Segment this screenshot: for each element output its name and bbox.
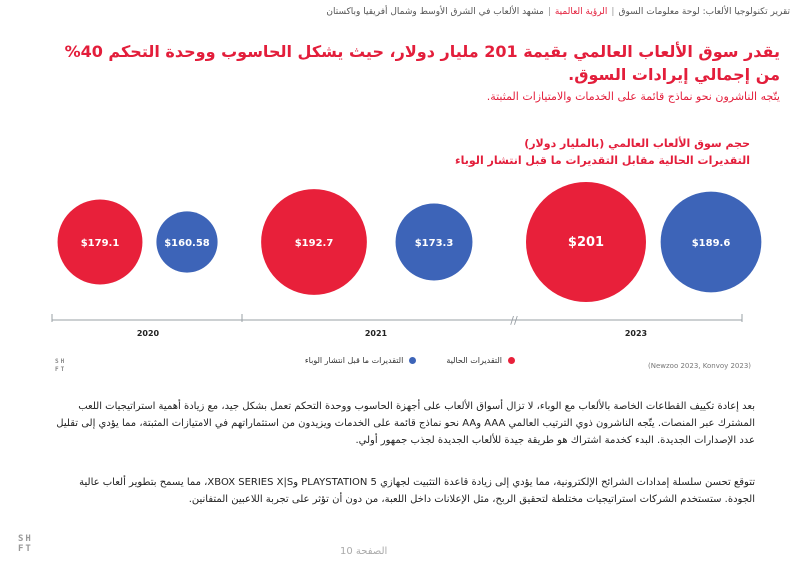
page-subheadline: يتّجه الناشرون نحو نماذج قائمة على الخدم… [486, 90, 780, 103]
body-paragraph-1: بعد إعادة تكييف القطاعات الخاصة بالألعاب… [56, 401, 755, 446]
shft-logo: SH FT [18, 534, 33, 554]
breadcrumb: تقرير تكنولوجيا الألعاب: لوحة معلومات ال… [90, 7, 790, 17]
page-headline: يقدر سوق الألعاب العالمي بقيمة 201 مليار… [64, 42, 780, 84]
bubble-current-2023 [526, 182, 646, 302]
legend-item-current: التقديرات الحالية [446, 356, 515, 365]
legend-label-pre-pandemic: التقديرات ما قبل انتشار الوباء [304, 355, 404, 365]
bubble-label-pre-pandemic-2020: $160.58 [164, 238, 210, 249]
breadcrumb-scene[interactable]: مشهد الألعاب في الشرق الأوسط وشمال أفريق… [326, 7, 544, 17]
breadcrumb-separator: | [547, 7, 551, 17]
legend-dot-current [508, 356, 515, 364]
bubble-label-current-2021: $192.7 [295, 238, 334, 249]
body-paragraph-2: تتوقع تحسن سلسلة إمدادات الشرائح الإلكتر… [79, 477, 755, 505]
bubble-chart: $179.1 $160.58 $192.7 $173.3 $201 $189.6 // 202… [51, 182, 762, 338]
chart-legend: التقديرات الحالية التقديرات ما قبل انتشا… [285, 353, 515, 367]
bubble-pre-pandemic-2023 [660, 191, 762, 293]
x-axis-label-2021: 2021 [365, 329, 388, 338]
bubble-label-pre-pandemic-2021: $173.3 [415, 238, 454, 249]
page-number: الصفحة 10 [340, 546, 387, 557]
chart-title-line1: حجم سوق الألعاب العالمي (بالمليار دولار) [524, 137, 750, 150]
x-axis-label-2023: 2023 [625, 329, 647, 338]
legend-label-current: التقديرات الحالية [446, 355, 502, 365]
bubble-label-current-2023: $201 [568, 235, 604, 250]
legend-dot-pre-pandemic [409, 356, 417, 364]
breadcrumb-section[interactable]: الرؤية العالمية [554, 7, 608, 17]
bubble-pre-pandemic-2020 [156, 211, 218, 273]
bubble-label-current-2020: $179.1 [81, 238, 120, 249]
bubble-current-2020 [57, 199, 143, 285]
breadcrumb-separator: | [611, 7, 615, 17]
chart-title: حجم سوق الألعاب العالمي (بالمليار دولار)… [250, 135, 750, 169]
bubble-label-pre-pandemic-2023: $189.6 [692, 238, 731, 249]
bubble-pre-pandemic-2021 [395, 203, 473, 281]
page-label: الصفحة [355, 546, 388, 557]
chart-source: (Newzoo 2023, Konvoy 2023) [648, 362, 752, 370]
bubble-current-2021 [261, 189, 367, 295]
x-axis-break: // [510, 314, 518, 327]
page-number-value: 10 [340, 546, 353, 557]
breadcrumb-report[interactable]: تقرير تكنولوجيا الألعاب: لوحة معلومات ال… [618, 7, 790, 17]
x-axis-label-2020: 2020 [137, 329, 160, 338]
legend-item-pre-pandemic: التقديرات ما قبل انتشار الوباء [304, 355, 417, 365]
shft-logo-small: SH FT [55, 358, 67, 373]
chart-title-line2: التقديرات الحالية مقابل التقديرات ما قبل… [455, 154, 750, 167]
